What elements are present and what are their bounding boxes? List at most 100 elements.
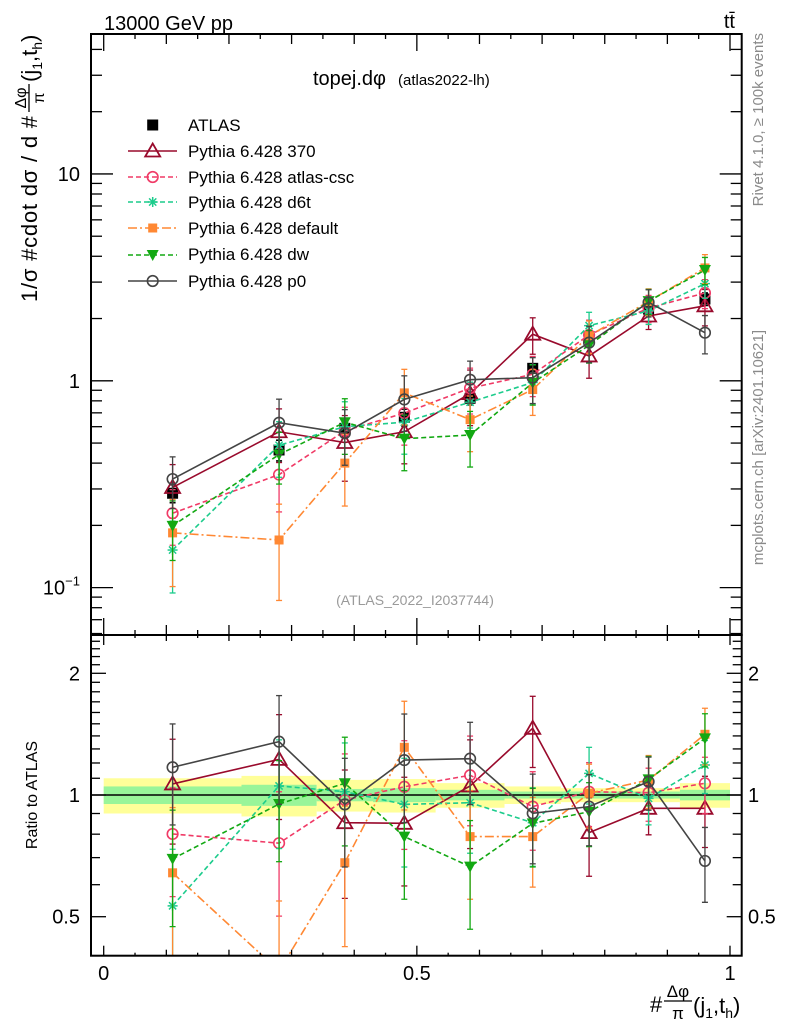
legend-label-d6t: Pythia 6.428 d6t (188, 193, 311, 212)
ratio-point-p0 (526, 807, 539, 820)
rivet-label: Rivet 4.1.0, ≥ 100k events (750, 33, 767, 206)
error-bar (529, 317, 536, 355)
ratio-series-p0 (166, 694, 712, 903)
x-axis-label: # Δφ π (j1,th) (650, 982, 740, 1023)
energy-label: 13000 GeV pp (104, 13, 233, 35)
legend-markers (128, 119, 177, 288)
legend-marker-default (148, 223, 158, 233)
error-bar (529, 695, 536, 769)
main-y-axis-label: 1/σ #cdot dσ / d # Δφ π (j1,th) (13, 35, 48, 302)
ratio-y-tick-label-left: 2 (69, 663, 80, 685)
ratio-series-atlas-csc (166, 735, 712, 917)
plot-subtitle: (atlas2022-lh) (398, 72, 490, 89)
main-plot-data (163, 253, 715, 602)
x-label-frac-den: π (672, 1004, 684, 1023)
ratio-point-dw (464, 861, 477, 873)
ratio-y-axis-label: Ratio to ATLAS (24, 741, 41, 849)
series-line-dw (172, 269, 706, 527)
ratio-point-p0 (338, 798, 351, 811)
series-d6t (167, 270, 710, 594)
data-point-p0 (398, 393, 411, 406)
error-bar (645, 756, 652, 811)
series-line-p370 (172, 305, 706, 489)
legend-marker-dw (146, 250, 159, 261)
series-atlas (167, 292, 711, 504)
series-line-default (172, 267, 706, 541)
error-bar (341, 757, 348, 868)
x-tick-label: 0.5 (403, 963, 431, 985)
series-line-d6t (172, 282, 706, 551)
data-point-dw (166, 520, 179, 532)
mcplots-label: mcplots.cern.ch [arXiv:2401.10621] (750, 330, 767, 565)
y-tick-label: 1 (69, 371, 80, 393)
error-bar (276, 503, 283, 602)
ratio-y-tick-label-right: 1 (748, 785, 759, 807)
ratio-point-p0 (642, 775, 655, 788)
error-bar (276, 900, 283, 956)
data-point-p0 (463, 373, 477, 386)
error-bar (341, 408, 348, 466)
error-bar (401, 713, 408, 824)
data-point-p0 (642, 296, 655, 309)
data-point-p0 (166, 472, 179, 486)
ratio-point-p0 (166, 761, 179, 774)
error-bar (645, 289, 652, 318)
series-line-atlas-csc (172, 292, 706, 514)
series-default (168, 253, 710, 602)
process-label: tt̄ (724, 11, 736, 33)
legend-marker-d6t (147, 197, 158, 207)
ratio-point-dw (166, 853, 179, 865)
ratio-y-tick-label-right: 0.5 (748, 907, 776, 929)
legend-symbol-p0 (128, 274, 177, 288)
ratio-point-dw (398, 831, 411, 843)
legend-label-p0: Pythia 6.428 p0 (188, 272, 306, 291)
error-bar (276, 694, 283, 805)
ratio-series-default (168, 700, 710, 956)
legend-marker-atlas (147, 119, 159, 131)
legend-label-atlas-csc: Pythia 6.428 atlas-csc (188, 168, 355, 187)
ratio-plot-data (163, 694, 715, 956)
x-label-suffix: (j1,th) (693, 993, 740, 1021)
axes: 0 0.5 1 10−1 1 10 0.5 0.5 1 1 2 2 (43, 34, 776, 985)
data-point-p370 (523, 324, 542, 341)
data-point-default (274, 535, 284, 545)
y-label-frac-den: π (31, 92, 48, 103)
error-bar (467, 360, 474, 404)
x-tick-label: 1 (724, 963, 735, 985)
error-bar (169, 456, 176, 510)
data-point-dw (464, 429, 477, 441)
legend-label-p370: Pythia 6.428 370 (188, 142, 316, 161)
legend-label-default: Pythia 6.428 default (188, 219, 339, 238)
x-label-prefix: # (650, 992, 663, 1017)
error-bar (467, 819, 474, 930)
legend-symbol-p370 (128, 141, 177, 158)
error-bar (276, 398, 283, 456)
series-p0 (166, 289, 712, 510)
data-point-dw (398, 433, 411, 445)
ratio-y-tick-label-left: 1 (69, 785, 80, 807)
legend-symbol-default (128, 223, 177, 233)
legend-label-dw: Pythia 6.428 dw (188, 245, 310, 264)
series-p370 (163, 288, 715, 519)
error-bar (701, 314, 708, 355)
error-bar (169, 723, 176, 826)
analysis-id-label: (ATLAS_2022_I2037744) (336, 592, 494, 608)
x-label-frac-num: Δφ (667, 982, 689, 1001)
legend-symbol-d6t (128, 197, 177, 207)
ratio-point-p0 (698, 854, 712, 868)
ratio-point-p0 (272, 735, 286, 748)
y-label-prefix: 1/σ #cdot dσ / d # (17, 115, 42, 302)
error-bar (586, 773, 593, 847)
ratio-y-tick-label-right: 2 (748, 663, 759, 685)
y-label-suffix: (j1,th) (17, 35, 45, 82)
ratio-point-p0 (463, 752, 477, 765)
y-label-frac-num: Δφ (13, 87, 30, 108)
legend-marker-p0 (146, 274, 159, 288)
data-point-p0 (272, 416, 286, 429)
x-tick-label: 0 (98, 963, 109, 985)
legend-label-atlas: ATLAS (188, 116, 241, 135)
data-point-p0 (526, 371, 539, 384)
data-point-p0 (582, 336, 596, 349)
data-point-p370 (695, 296, 715, 313)
